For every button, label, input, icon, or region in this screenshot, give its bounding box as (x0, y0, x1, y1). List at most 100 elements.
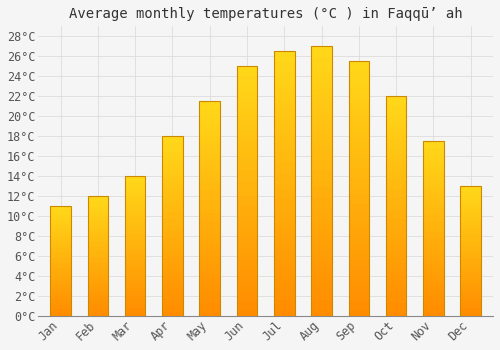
Bar (88, 258, 108, 261)
Bar (236, 191, 258, 196)
Bar (125, 254, 146, 257)
Bar (423, 201, 444, 204)
Bar (312, 246, 332, 251)
Bar (423, 155, 444, 159)
Bar (274, 83, 294, 88)
Bar (423, 264, 444, 267)
Bar (312, 133, 332, 138)
Bar (348, 153, 369, 158)
Bar (312, 165, 332, 170)
Bar (200, 101, 220, 105)
Bar (312, 46, 332, 52)
Bar (200, 312, 220, 316)
Bar (200, 196, 220, 200)
Bar (200, 200, 220, 204)
Bar (125, 294, 146, 296)
Bar (312, 192, 332, 197)
Bar (312, 197, 332, 203)
Bar (162, 187, 182, 190)
Bar (200, 187, 220, 191)
Bar (460, 191, 481, 194)
Bar (50, 254, 71, 257)
Bar (312, 257, 332, 262)
Bar (236, 276, 258, 281)
Bar (50, 213, 71, 215)
Bar (50, 303, 71, 305)
Bar (88, 261, 108, 263)
Bar (88, 210, 108, 213)
Bar (348, 311, 369, 316)
Bar (274, 157, 294, 162)
Bar (386, 268, 406, 272)
Bar (88, 201, 108, 203)
Bar (312, 176, 332, 181)
Bar (162, 305, 182, 309)
Bar (162, 237, 182, 240)
Bar (200, 148, 220, 153)
Bar (348, 107, 369, 112)
Bar (348, 173, 369, 178)
Bar (50, 217, 71, 219)
Bar (162, 161, 182, 165)
Bar (125, 196, 146, 198)
Bar (88, 215, 108, 218)
Bar (348, 250, 369, 255)
Bar (312, 230, 332, 235)
Bar (423, 152, 444, 155)
Bar (50, 206, 71, 208)
Bar (274, 173, 294, 178)
Bar (460, 189, 481, 191)
Bar (386, 232, 406, 237)
Bar (386, 307, 406, 312)
Bar (348, 245, 369, 250)
Bar (274, 279, 294, 284)
Bar (88, 306, 108, 309)
Bar (348, 194, 369, 199)
Bar (200, 105, 220, 110)
Bar (386, 114, 406, 118)
Bar (88, 232, 108, 234)
Bar (50, 265, 71, 268)
Bar (200, 178, 220, 183)
Bar (88, 311, 108, 314)
Bar (200, 252, 220, 256)
Bar (236, 241, 258, 246)
Bar (423, 309, 444, 313)
Bar (386, 206, 406, 210)
Bar (236, 126, 258, 131)
Bar (386, 127, 406, 131)
Bar (125, 179, 146, 182)
Bar (460, 230, 481, 233)
Bar (386, 215, 406, 219)
Bar (236, 166, 258, 171)
Bar (274, 88, 294, 93)
Bar (162, 273, 182, 277)
Bar (460, 243, 481, 246)
Bar (312, 224, 332, 230)
Bar (88, 244, 108, 246)
Bar (423, 236, 444, 239)
Bar (162, 172, 182, 176)
Bar (200, 256, 220, 260)
Bar (312, 214, 332, 219)
Bar (348, 229, 369, 234)
Bar (274, 263, 294, 268)
Bar (88, 285, 108, 287)
Bar (236, 271, 258, 276)
Bar (312, 106, 332, 111)
Bar (423, 141, 444, 145)
Bar (88, 297, 108, 299)
Bar (162, 136, 182, 140)
Bar (50, 206, 71, 316)
Bar (460, 241, 481, 243)
Bar (386, 193, 406, 197)
Bar (50, 257, 71, 259)
Bar (236, 151, 258, 156)
Bar (348, 296, 369, 301)
Bar (236, 181, 258, 186)
Bar (236, 231, 258, 236)
Bar (162, 255, 182, 258)
Bar (125, 238, 146, 240)
Bar (125, 302, 146, 305)
Bar (50, 222, 71, 224)
